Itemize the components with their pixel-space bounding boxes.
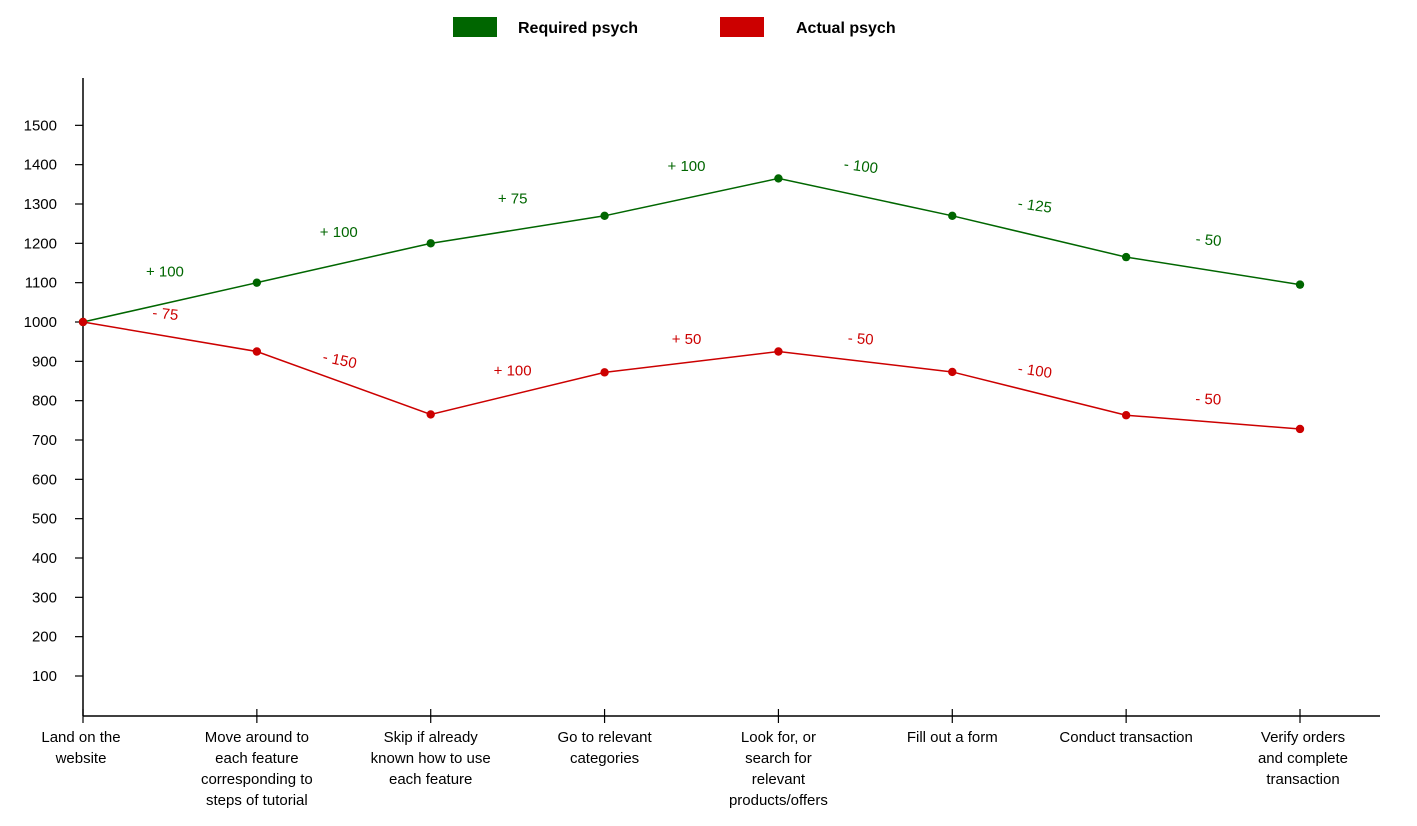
delta-label: - 150	[321, 349, 358, 373]
data-point	[78, 317, 88, 327]
y-tick-label: 200	[32, 629, 57, 646]
x-category-label-line: corresponding to	[201, 771, 313, 788]
x-category-label-line: each feature	[215, 750, 298, 767]
data-point	[774, 174, 783, 183]
x-category-label: Look for, or search for relevant products/o…	[729, 729, 828, 809]
legend: Required psych Actual psych	[453, 17, 896, 37]
y-axis-ticks: 100 200 300 400 500 600 700 800 900 1000 1100 1200 1…	[24, 117, 83, 685]
x-category-label: Conduct transaction	[1059, 729, 1192, 746]
axes	[82, 78, 1380, 717]
x-category-label-line: each feature	[389, 771, 472, 788]
data-point	[426, 410, 435, 419]
series-layer: + 100 + 100 + 75 + 100 - 100 - 125 - 50 - 75 - 1…	[78, 156, 1305, 434]
data-point	[252, 278, 262, 287]
delta-label: + 75	[498, 191, 528, 208]
data-point	[948, 211, 957, 220]
x-category-label-line: Skip if already	[384, 729, 479, 746]
x-category-label-line: Look for, or	[741, 729, 816, 746]
delta-label: + 100	[668, 158, 706, 175]
x-category-label-line: search for	[745, 750, 812, 767]
data-point	[1121, 252, 1131, 262]
x-category-label-line: website	[55, 750, 107, 767]
x-category-label: Fill out a form	[907, 729, 998, 746]
y-tick-label: 1000	[24, 314, 57, 331]
x-category-label-line: known how to use	[371, 750, 491, 767]
legend-label: Required psych	[518, 20, 638, 37]
y-tick-label: 1200	[24, 235, 57, 252]
delta-label: + 100	[320, 224, 358, 241]
x-category-label-line: Fill out a form	[907, 729, 998, 746]
x-category-label: Verify orders and complete transaction	[1258, 729, 1348, 788]
x-category-label-line: and complete	[1258, 750, 1348, 767]
series-line	[82, 321, 1301, 430]
data-point	[1295, 280, 1305, 289]
x-category-label: Skip if already known how to use each feat…	[371, 729, 491, 788]
data-point	[600, 211, 609, 220]
y-tick-label: 800	[32, 393, 57, 410]
delta-label: + 50	[672, 331, 702, 348]
x-category-label-line: transaction	[1266, 771, 1339, 788]
x-axis-ticks: Land on the website Move around to each fea…	[41, 709, 1348, 809]
x-category-label-line: Verify orders	[1261, 729, 1345, 746]
delta-label: - 50	[1195, 391, 1222, 409]
delta-label: - 125	[1017, 195, 1053, 217]
x-category-label: Land on the website	[41, 729, 120, 767]
x-category-label-line: Go to relevant	[557, 729, 652, 746]
data-point	[948, 367, 957, 377]
series-line	[82, 177, 1301, 323]
delta-label: - 75	[152, 305, 179, 325]
data-point	[1121, 411, 1131, 420]
y-tick-label: 1500	[24, 117, 57, 134]
data-point	[426, 239, 435, 248]
y-tick-label: 400	[32, 550, 57, 567]
x-category-label-line: Conduct transaction	[1059, 729, 1192, 746]
legend-swatch	[720, 17, 764, 37]
delta-label: - 100	[1017, 360, 1053, 382]
x-category-label-line: relevant	[752, 771, 806, 788]
x-category-label-line: Land on the	[41, 729, 120, 746]
x-category-label-line: Move around to	[205, 729, 309, 746]
data-point	[1295, 424, 1305, 434]
y-tick-label: 1300	[24, 196, 57, 213]
x-category-label-line: steps of tutorial	[206, 792, 308, 809]
x-category-label-line: products/offers	[729, 792, 828, 809]
legend-swatch	[453, 17, 497, 37]
delta-label: + 100	[146, 263, 184, 280]
data-point	[600, 368, 609, 377]
y-tick-label: 900	[32, 353, 57, 370]
delta-label: - 50	[1195, 231, 1222, 250]
delta-label: - 50	[847, 330, 874, 349]
legend-label: Actual psych	[796, 20, 896, 37]
data-point	[774, 347, 783, 356]
y-tick-label: 600	[32, 471, 57, 488]
y-tick-label: 300	[32, 589, 57, 606]
y-tick-label: 500	[32, 511, 57, 528]
delta-label: - 100	[843, 156, 879, 177]
x-category-label-line: categories	[570, 750, 639, 767]
x-category-label: Move around to each feature corresponding …	[201, 729, 313, 809]
delta-label: + 100	[494, 362, 532, 379]
y-tick-label: 100	[32, 668, 57, 685]
y-tick-label: 1100	[25, 275, 57, 292]
y-tick-label: 1400	[24, 157, 57, 174]
x-category-label: Go to relevant categories	[557, 729, 652, 767]
data-point	[252, 347, 262, 356]
y-tick-label: 700	[32, 432, 57, 449]
